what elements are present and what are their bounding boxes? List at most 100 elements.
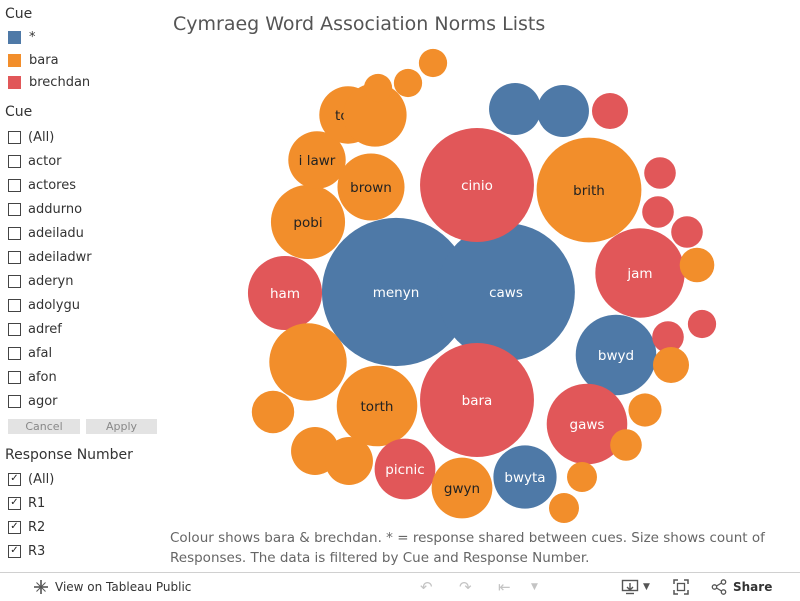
bubble[interactable] xyxy=(610,429,642,461)
checkbox[interactable] xyxy=(8,226,21,240)
redo-button[interactable]: ↷ xyxy=(459,573,472,601)
download-button[interactable]: ▼ xyxy=(621,573,650,601)
chevron-down-icon: ▼ xyxy=(531,582,538,592)
checkbox-label: (All) xyxy=(28,129,55,145)
bubble-pobi[interactable] xyxy=(270,184,346,260)
apply-button[interactable]: Apply xyxy=(86,419,157,434)
bubble-jam[interactable] xyxy=(595,228,685,318)
undo-button[interactable]: ↶ xyxy=(420,573,433,601)
cue-option-7[interactable]: adolygu xyxy=(8,296,80,314)
cancel-button[interactable]: Cancel xyxy=(8,419,80,434)
bubble[interactable] xyxy=(679,247,715,283)
cue-option-2[interactable]: actores xyxy=(8,176,76,194)
bubble-chart: menyn caws cinio bara brith jam bwyd gaws torth p… xyxy=(247,48,717,523)
legend-label: * xyxy=(29,29,36,45)
checkbox[interactable]: ✓ xyxy=(8,472,21,486)
response-option-1[interactable]: ✓ R1 xyxy=(8,494,45,512)
checkbox[interactable]: ✓ xyxy=(8,496,21,510)
bubble[interactable] xyxy=(644,157,676,189)
checkbox[interactable] xyxy=(8,154,21,168)
checkbox[interactable]: ✓ xyxy=(8,544,21,558)
cue-option-6[interactable]: aderyn xyxy=(8,272,74,290)
checkbox[interactable] xyxy=(8,178,21,192)
cue-option-9[interactable]: afal xyxy=(8,344,52,362)
checkbox[interactable] xyxy=(8,250,21,264)
bubble-label: torth xyxy=(361,399,394,415)
checkbox[interactable] xyxy=(8,130,21,144)
checkbox[interactable] xyxy=(8,370,21,384)
bubble-caws[interactable] xyxy=(437,223,575,361)
cue-option-3[interactable]: addurno xyxy=(8,200,82,218)
bubble-bwyta[interactable] xyxy=(493,445,557,509)
bubble-picnic[interactable] xyxy=(374,438,436,500)
bubble-bwyd[interactable] xyxy=(575,314,657,396)
bubble-cinio[interactable] xyxy=(420,128,534,242)
bubble-label: ham xyxy=(270,286,300,302)
legend-item-brechdan[interactable]: brechdan xyxy=(8,73,90,91)
cue-option-5[interactable]: adeiladwr xyxy=(8,248,92,266)
bubble[interactable] xyxy=(628,393,662,427)
legend-item-shared[interactable]: * xyxy=(8,28,36,46)
bubble-torth[interactable] xyxy=(336,365,418,447)
revert-button[interactable]: ⇤ xyxy=(498,573,511,601)
bubble[interactable] xyxy=(591,92,629,130)
bubble-i-lawr[interactable] xyxy=(288,131,346,189)
bubble-label: picnic xyxy=(385,462,424,478)
checkbox[interactable]: ✓ xyxy=(8,520,21,534)
bubble-bara[interactable] xyxy=(420,343,534,457)
bubble[interactable] xyxy=(687,309,717,339)
share-button[interactable]: Share xyxy=(711,573,772,601)
bubble[interactable] xyxy=(652,346,690,384)
checkbox[interactable] xyxy=(8,322,21,336)
share-icon xyxy=(711,579,727,595)
checkbox-label: R3 xyxy=(28,543,46,559)
response-option-0[interactable]: ✓ (All) xyxy=(8,470,54,488)
bubble[interactable] xyxy=(652,321,684,353)
bubble[interactable] xyxy=(537,85,589,137)
cue-option-10[interactable]: afon xyxy=(8,368,57,386)
bubble[interactable] xyxy=(363,73,393,103)
bubble-ham[interactable] xyxy=(247,255,323,331)
revert-dropdown[interactable]: ▼ xyxy=(531,573,538,601)
legend-label: bara xyxy=(29,52,59,68)
cue-option-4[interactable]: adeiladu xyxy=(8,224,84,242)
checkbox[interactable] xyxy=(8,346,21,360)
checkbox[interactable] xyxy=(8,394,21,408)
checkbox-label: (All) xyxy=(28,471,55,487)
bubble-label: cinio xyxy=(461,178,493,194)
bubble[interactable] xyxy=(489,83,541,135)
redo-icon: ↷ xyxy=(459,578,472,596)
checkbox[interactable] xyxy=(8,274,21,288)
response-option-2[interactable]: ✓ R2 xyxy=(8,518,45,536)
bubble[interactable] xyxy=(269,323,347,401)
fullscreen-button[interactable] xyxy=(673,573,689,601)
checkbox[interactable] xyxy=(8,298,21,312)
bubble-label: i lawr xyxy=(299,153,336,169)
bubble-gaws[interactable] xyxy=(546,383,628,465)
bubble[interactable] xyxy=(418,48,448,78)
view-on-tableau-link[interactable]: View on Tableau Public xyxy=(33,573,191,601)
cue-option-0[interactable]: (All) xyxy=(8,128,54,146)
bubble[interactable] xyxy=(325,437,373,485)
bubble[interactable] xyxy=(549,493,579,523)
checkbox[interactable] xyxy=(8,202,21,216)
view-on-tableau-label: View on Tableau Public xyxy=(55,580,192,594)
cue-option-8[interactable]: adref xyxy=(8,320,62,338)
bubble-menyn[interactable] xyxy=(321,217,471,367)
cue-option-11[interactable]: agor xyxy=(8,392,58,410)
bubble[interactable] xyxy=(343,83,407,147)
bubble[interactable] xyxy=(393,68,423,98)
response-option-3[interactable]: ✓ R3 xyxy=(8,542,45,560)
bubble[interactable] xyxy=(251,390,295,434)
bubble[interactable] xyxy=(642,196,674,228)
cue-option-1[interactable]: actor xyxy=(8,152,62,170)
checkbox-label: afal xyxy=(28,345,53,361)
bubble-brown[interactable] xyxy=(337,153,405,221)
bubble-brith[interactable] xyxy=(536,137,642,243)
legend-item-bara[interactable]: bara xyxy=(8,51,59,69)
bubble[interactable] xyxy=(567,462,597,492)
bubble[interactable] xyxy=(671,216,703,248)
fullscreen-icon xyxy=(673,579,689,595)
bubble-gwyn[interactable] xyxy=(431,457,493,519)
legend-swatch xyxy=(8,75,21,89)
